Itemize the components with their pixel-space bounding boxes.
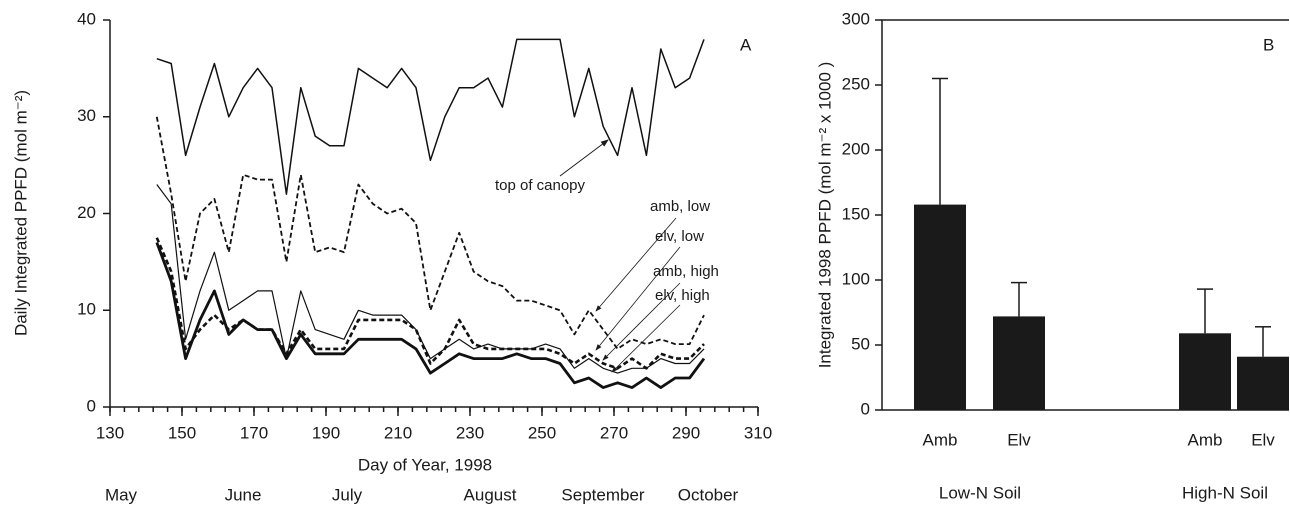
panel-label: A (740, 35, 752, 54)
y-tick-label: 40 (77, 9, 96, 28)
y-tick-label: 250 (842, 74, 870, 93)
x-tick-label: 310 (744, 423, 772, 442)
group-label: High-N Soil (1182, 483, 1268, 502)
series-line (155, 116, 705, 350)
x-tick-label: Amb (923, 430, 958, 449)
series-line (156, 38, 705, 195)
x-tick-label: 210 (384, 423, 412, 442)
bar (993, 316, 1045, 410)
x-tick-label: 290 (672, 423, 700, 442)
group-label: Low-N Soil (939, 483, 1021, 502)
x-tick-label: 190 (312, 423, 340, 442)
series-line (155, 242, 706, 389)
annotation-arrow (559, 139, 609, 177)
x-tick-label: Amb (1188, 430, 1223, 449)
annotation-arrow (595, 246, 681, 351)
month-label: October (678, 485, 739, 504)
x-tick-label: Elv (1007, 430, 1031, 449)
x-tick-label: 230 (456, 423, 484, 442)
month-label: August (464, 485, 517, 504)
panel-label: B (1263, 35, 1274, 54)
x-tick-label: 150 (168, 423, 196, 442)
bar (1237, 356, 1289, 410)
y-tick-label: 10 (77, 300, 96, 319)
bar (1179, 333, 1231, 410)
month-label: June (225, 485, 262, 504)
series-label: top of canopy (495, 177, 586, 194)
y-tick-label: 0 (861, 399, 870, 418)
y-tick-label: 50 (851, 334, 870, 353)
y-tick-label: 30 (77, 106, 96, 125)
series-label: elv, low (655, 228, 704, 245)
month-label: July (332, 485, 363, 504)
bar (914, 204, 966, 410)
annotation-arrow (595, 217, 677, 312)
x-axis-title: Day of Year, 1998 (358, 455, 492, 474)
month-label: May (105, 485, 138, 504)
x-tick-label: 130 (96, 423, 124, 442)
x-tick-label: 270 (600, 423, 628, 442)
y-axis-title: Integrated 1998 PPFD (mol m⁻² x 1000 ) (815, 62, 834, 369)
series-label: amb, high (653, 263, 719, 280)
month-label: September (561, 485, 644, 504)
y-tick-label: 300 (842, 9, 870, 28)
y-tick-label: 200 (842, 139, 870, 158)
series-line (156, 184, 705, 374)
x-tick-label: 250 (528, 423, 556, 442)
y-tick-label: 100 (842, 269, 870, 288)
series-label: amb, low (650, 198, 710, 215)
y-tick-label: 150 (842, 204, 870, 223)
y-tick-label: 20 (77, 203, 96, 222)
series-label: elv, high (655, 287, 710, 304)
y-tick-label: 0 (87, 396, 96, 415)
y-axis-title: Daily Integrated PPFD (mol m⁻²) (11, 90, 30, 336)
annotation-arrow (602, 282, 681, 361)
annotation-arrow (611, 304, 681, 373)
x-tick-label: 170 (240, 423, 268, 442)
x-tick-label: Elv (1251, 430, 1275, 449)
